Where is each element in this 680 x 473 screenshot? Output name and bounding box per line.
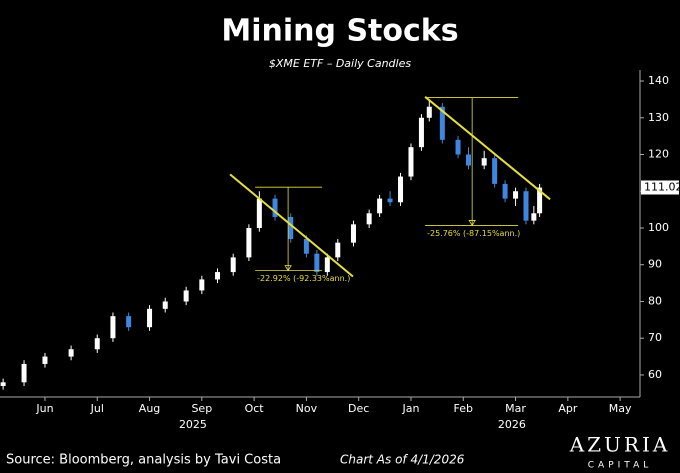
y-tick-label: 120	[648, 148, 669, 161]
candle-body	[492, 158, 498, 184]
candle-body	[68, 349, 74, 357]
y-tick-label: 100	[648, 221, 669, 234]
x-tick-label: Oct	[245, 402, 265, 415]
drawdown-arrowhead	[468, 220, 476, 227]
y-tick-label: 130	[648, 111, 669, 124]
candle-body	[183, 290, 189, 302]
x-tick-label: Aug	[139, 402, 160, 415]
trendline	[229, 173, 354, 278]
candle-body	[162, 301, 168, 309]
candle-body	[110, 316, 116, 339]
candle-body	[199, 279, 205, 291]
candle-body	[272, 198, 278, 217]
logo: AZURIA	[569, 433, 671, 457]
candle-body	[335, 242, 341, 258]
x-tick-label: Apr	[558, 402, 578, 415]
candle-body	[256, 198, 262, 228]
last-price-box	[641, 180, 679, 195]
x-tick-label: Jul	[90, 402, 104, 415]
drawdown-arrowhead	[284, 265, 292, 272]
y-tick-label: 90	[648, 258, 662, 271]
candle-body	[426, 106, 432, 118]
candle-body	[502, 183, 508, 199]
y-tick-label: 70	[648, 331, 662, 344]
candle-body	[126, 316, 132, 328]
y-tick-label: 140	[648, 74, 669, 87]
candle-body	[513, 191, 519, 199]
x-tick-label: Dec	[348, 402, 369, 415]
y-tick-label: 80	[648, 294, 662, 307]
candle-body	[366, 213, 372, 225]
x-tick-label: Jun	[35, 402, 53, 415]
candle-body	[0, 382, 6, 386]
drawdown-label: -22.92% (-92.33%ann.)	[257, 274, 350, 283]
candle-body	[537, 187, 543, 214]
candle-body	[21, 363, 27, 383]
candle-body	[314, 253, 320, 273]
year-label: 2025	[179, 418, 207, 431]
trendline	[424, 96, 551, 201]
x-tick-label: May	[609, 402, 632, 415]
y-tick-label: 60	[648, 368, 662, 381]
source: Source: Bloomberg, analysis by Tavi Cost…	[6, 453, 281, 468]
chart-subtitle: $XME ETF – Daily Candles	[269, 57, 411, 70]
last-price-label: 111.02	[644, 180, 680, 193]
candle-body	[418, 117, 424, 148]
candle-body	[42, 356, 48, 364]
candle-body	[455, 139, 461, 155]
candle-body	[246, 227, 252, 258]
year-label: 2026	[498, 418, 526, 431]
candle-body	[408, 147, 414, 177]
candle-body	[303, 239, 309, 254]
candle-body	[481, 158, 487, 166]
candle-body	[324, 257, 330, 273]
candle-body	[465, 154, 471, 166]
candle-body	[350, 224, 356, 243]
candle-body	[377, 198, 383, 214]
candle-body	[439, 106, 445, 140]
candle-body	[523, 191, 529, 221]
candle-body	[230, 257, 236, 273]
logo-sub: CAPITAL	[588, 461, 653, 471]
candle-body	[94, 338, 100, 350]
chart-title: Mining Stocks	[221, 14, 458, 49]
candle-body	[387, 198, 393, 203]
as-of: Chart As of 4/1/2026	[340, 453, 465, 467]
x-tick-label: Nov	[296, 402, 318, 415]
candle-body	[215, 272, 221, 280]
candle-body	[147, 308, 153, 328]
x-tick-label: Mar	[505, 402, 526, 415]
x-tick-label: Sep	[191, 402, 212, 415]
x-tick-label: Feb	[454, 402, 473, 415]
candle-body	[531, 213, 537, 221]
candle-body	[288, 216, 294, 240]
drawdown-label: -25.76% (-87.15%ann.)	[427, 229, 520, 238]
x-tick-label: Jan	[401, 402, 419, 415]
candle-body	[398, 176, 404, 203]
